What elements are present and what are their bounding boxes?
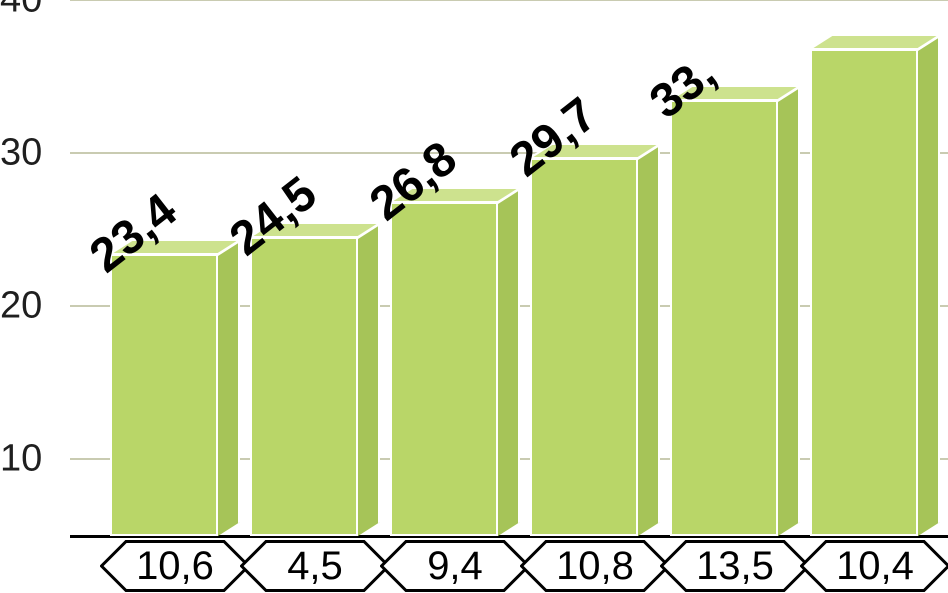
category-badge-label: 13,5 xyxy=(660,540,810,592)
bar-front-face xyxy=(390,202,498,536)
category-badge: 9,4 xyxy=(380,540,530,592)
bar xyxy=(110,254,218,536)
bar-side-face xyxy=(218,240,240,536)
bar-side-face xyxy=(498,188,520,536)
category-badge-label: 10,6 xyxy=(100,540,250,592)
y-tick-label: 30 xyxy=(0,132,62,175)
bar-front-face xyxy=(250,237,358,536)
bar-front-face xyxy=(530,158,638,536)
bar xyxy=(810,49,918,536)
bar-side-face xyxy=(778,86,800,536)
category-badge-label: 9,4 xyxy=(380,540,530,592)
bar-front-face xyxy=(670,100,778,536)
category-badge-label: 10,8 xyxy=(520,540,670,592)
category-badge: 13,5 xyxy=(660,540,810,592)
category-badge-label: 4,5 xyxy=(240,540,390,592)
bar-side-face xyxy=(358,223,380,536)
gridline xyxy=(70,0,948,1)
bar-side-face xyxy=(918,35,940,536)
bar xyxy=(390,202,498,536)
bar-front-face xyxy=(110,254,218,536)
category-badge: 4,5 xyxy=(240,540,390,592)
bar xyxy=(530,158,638,536)
y-tick-label: 20 xyxy=(0,285,62,328)
category-badge: 10,8 xyxy=(520,540,670,592)
bar-side-face xyxy=(638,144,660,536)
y-tick-label: 10 xyxy=(0,438,62,481)
category-badge-label: 10,4 xyxy=(800,540,948,592)
bar-chart: 23,424,526,829,733, 1020304010,64,59,410… xyxy=(0,0,948,593)
bar xyxy=(670,100,778,536)
bar-front-face xyxy=(810,49,918,536)
category-badge: 10,4 xyxy=(800,540,948,592)
plot-area: 23,424,526,829,733, xyxy=(70,0,948,536)
category-badge: 10,6 xyxy=(100,540,250,592)
y-tick-label: 40 xyxy=(0,0,62,22)
bar xyxy=(250,237,358,536)
